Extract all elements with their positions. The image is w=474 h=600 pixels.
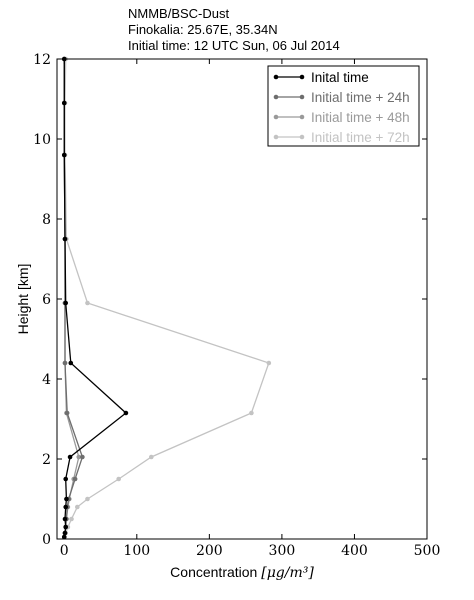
data-point bbox=[64, 410, 70, 416]
chart-title-location: Finokalia: 25.67E, 35.34N bbox=[128, 22, 278, 37]
data-point bbox=[61, 152, 67, 158]
legend-swatch-marker bbox=[299, 94, 305, 100]
legend-item: Inital time bbox=[273, 70, 369, 85]
x-axis-title: Concentration [μg/m³] bbox=[170, 564, 314, 581]
data-point bbox=[249, 410, 254, 416]
legend-swatch-marker bbox=[299, 114, 305, 120]
data-point bbox=[80, 454, 85, 460]
y-axis-title: Height [km] bbox=[15, 264, 31, 335]
x-tick-label: 300 bbox=[269, 543, 296, 559]
y-tick-label: 0 bbox=[42, 532, 51, 548]
legend-swatch-marker bbox=[299, 74, 305, 80]
legend-item: Initial time + 72h bbox=[273, 130, 410, 145]
legend-swatch-marker bbox=[273, 74, 279, 80]
x-tick-label: 0 bbox=[60, 543, 69, 559]
legend-swatch-marker bbox=[273, 94, 279, 100]
series-line bbox=[63, 58, 270, 538]
x-tick-label: 200 bbox=[196, 543, 223, 559]
data-point bbox=[266, 360, 272, 366]
legend-label: Initial time + 72h bbox=[311, 130, 410, 145]
legend-label: Initial time + 48h bbox=[311, 110, 410, 125]
data-point bbox=[67, 454, 73, 460]
axes-layer: 0 100 200 300 400 500 0 2 4 6 8 10 12 Concentration [… bbox=[15, 52, 440, 581]
data-point bbox=[63, 476, 69, 482]
y-tick-label: 4 bbox=[42, 372, 51, 388]
y-tick-label: 6 bbox=[42, 292, 51, 308]
data-point bbox=[62, 516, 68, 522]
data-point bbox=[85, 496, 90, 502]
series-4 bbox=[61, 56, 272, 540]
data-point bbox=[149, 454, 154, 460]
chart-header: NMMB/BSC-Dust Finokalia: 25.67E, 35.34N … bbox=[128, 6, 340, 54]
x-tick-label: 400 bbox=[341, 543, 368, 559]
series-layer bbox=[61, 56, 272, 540]
y-tick-label: 12 bbox=[33, 52, 51, 68]
legend-label: Inital time bbox=[311, 70, 369, 85]
x-tick-label: 100 bbox=[123, 543, 150, 559]
data-point bbox=[123, 410, 129, 416]
data-point bbox=[68, 360, 74, 366]
data-point bbox=[116, 476, 121, 482]
data-point bbox=[63, 504, 69, 510]
y-tick-label: 2 bbox=[42, 452, 51, 468]
legend-swatch-marker bbox=[299, 134, 305, 140]
data-point bbox=[62, 236, 68, 242]
legend-swatch-marker bbox=[273, 134, 279, 140]
y-tick-label: 10 bbox=[33, 132, 51, 148]
y-tick-label: 8 bbox=[42, 212, 51, 228]
series-line bbox=[63, 59, 80, 538]
legend-box bbox=[267, 65, 420, 147]
data-point bbox=[63, 300, 69, 306]
legend-item: Initial time + 48h bbox=[273, 110, 410, 125]
data-point bbox=[69, 516, 74, 522]
data-point bbox=[62, 360, 68, 366]
data-point bbox=[85, 300, 90, 306]
data-point bbox=[76, 454, 82, 460]
data-point bbox=[62, 530, 68, 536]
data-point bbox=[61, 100, 67, 106]
data-point bbox=[75, 504, 80, 510]
legend: Inital time Initial time + 24h Initial tim… bbox=[267, 65, 420, 147]
series-1 bbox=[61, 56, 129, 540]
series-line bbox=[63, 59, 127, 538]
chart-title-initial-time: Initial time: 12 UTC Sun, 06 Jul 2014 bbox=[128, 38, 340, 53]
series-line bbox=[63, 59, 84, 538]
chart-title-model: NMMB/BSC-Dust bbox=[128, 6, 230, 21]
legend-swatch-marker bbox=[273, 114, 279, 120]
legend-label: Initial time + 24h bbox=[311, 90, 410, 105]
data-point bbox=[64, 496, 69, 502]
legend-item: Initial time + 24h bbox=[273, 90, 410, 105]
data-point bbox=[63, 524, 69, 530]
x-tick-label: 500 bbox=[414, 543, 441, 559]
data-point bbox=[72, 476, 78, 482]
